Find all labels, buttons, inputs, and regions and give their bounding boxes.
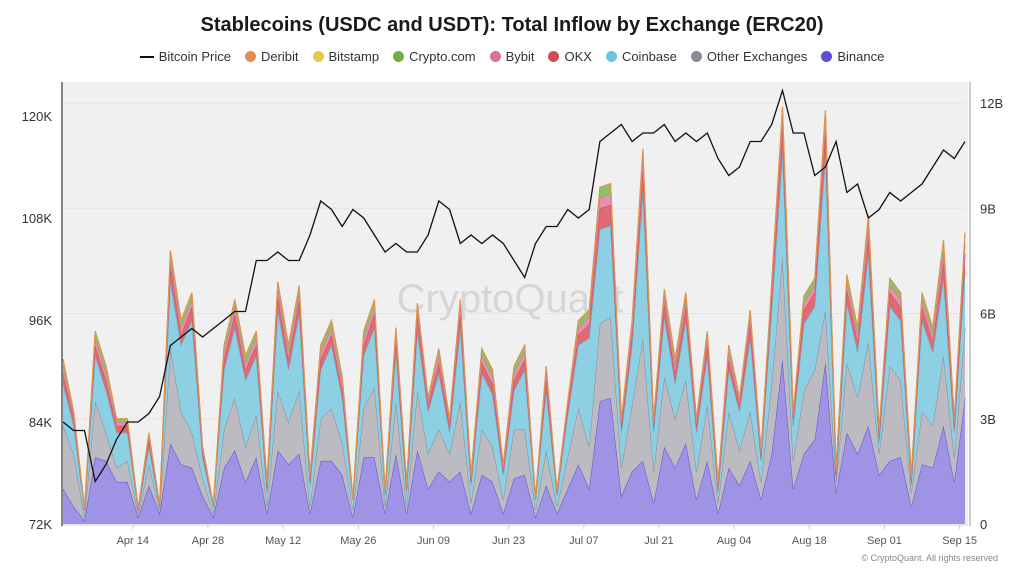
x-axis-tick-label: Sep 15 (942, 535, 977, 547)
legend-label: Deribit (260, 49, 299, 64)
legend-item-deribit[interactable]: Deribit (244, 49, 299, 64)
legend-item-bybit[interactable]: Bybit (489, 49, 535, 64)
left-axis-tick-label: 108K (22, 211, 53, 226)
legend-item-crypto-com[interactable]: Crypto.com (393, 49, 476, 64)
legend-label: Bybit (505, 49, 535, 64)
legend-item-binance[interactable]: Binance (821, 49, 884, 64)
right-axis-tick-label: 9B (980, 201, 996, 216)
area-coinbase (63, 152, 965, 517)
left-axis-tick-label: 120K (22, 109, 53, 124)
x-axis-tick-label: May 26 (340, 535, 376, 547)
dot-swatch-icon (489, 51, 501, 62)
x-axis-tick-label: Apr 14 (117, 535, 149, 547)
legend-label: Binance (837, 49, 885, 64)
left-axis-tick-label: 72K (29, 517, 52, 532)
legend-label: Coinbase (621, 49, 677, 64)
legend-label: Crypto.com (409, 49, 476, 64)
left-axis-tick-label: 84K (29, 415, 52, 430)
legend-item-coinbase[interactable]: Coinbase (605, 49, 677, 64)
x-axis-tick-label: Jun 09 (417, 535, 450, 547)
x-axis-tick-label: May 12 (265, 535, 301, 547)
right-axis-tick-label: 0 (980, 517, 987, 532)
dot-swatch-icon (548, 51, 560, 62)
left-axis-tick-label: 96K (29, 313, 52, 328)
legend-label: Bitcoin Price (158, 49, 231, 64)
area-binance (63, 359, 965, 524)
dot-swatch-icon (821, 51, 833, 62)
copyright: © CryptoQuant. All rights reserved (861, 553, 998, 563)
x-axis-tick-label: Sep 01 (867, 535, 902, 547)
legend-item-bitstamp[interactable]: Bitstamp (312, 49, 380, 64)
x-axis-tick-label: Apr 28 (192, 535, 224, 547)
legend-item-okx[interactable]: OKX (548, 49, 592, 64)
x-axis-tick-label: Jul 07 (569, 535, 598, 547)
line-swatch-icon (139, 55, 154, 58)
dot-swatch-icon (312, 51, 324, 62)
dot-swatch-icon (605, 51, 617, 62)
x-axis-tick-label: Jun 23 (492, 535, 525, 547)
x-axis-tick-label: Aug 18 (792, 535, 827, 547)
x-axis-tick-label: Aug 04 (717, 535, 752, 547)
x-axis-tick-label: Jul 21 (644, 535, 673, 547)
right-axis-tick-label: 12B (980, 96, 1003, 111)
right-axis-tick-label: 6B (980, 307, 996, 322)
legend-item-other-exchanges[interactable]: Other Exchanges (690, 49, 808, 64)
legend-label: Other Exchanges (706, 49, 808, 64)
dot-swatch-icon (690, 51, 702, 62)
legend-label: OKX (564, 49, 592, 64)
dot-swatch-icon (393, 51, 405, 62)
series-line-deribit (62, 106, 966, 508)
bitcoin-price-line (62, 88, 966, 484)
dot-swatch-icon (244, 51, 256, 62)
chart-title: Stablecoins (USDC and USDT): Total Inflo… (200, 14, 824, 36)
legend-label: Bitstamp (328, 49, 380, 64)
legend-item-bitcoin-price[interactable]: Bitcoin Price (139, 49, 231, 64)
legend: Bitcoin Price Deribit Bitstamp Crypto.co… (0, 49, 1024, 64)
area-other-exchanges (63, 257, 965, 521)
right-axis-tick-label: 3B (980, 412, 996, 427)
